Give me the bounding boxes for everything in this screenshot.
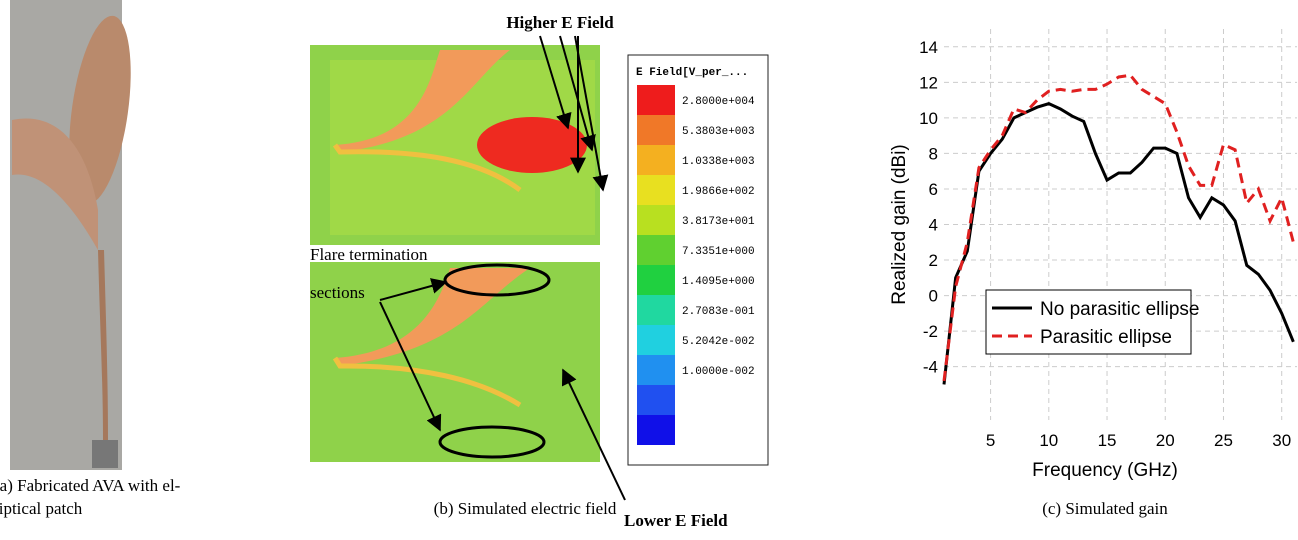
legend-label: Parasitic ellipse xyxy=(1040,327,1172,348)
colorbar-label: 5.2042e-002 xyxy=(682,336,755,348)
y-tick-label: 12 xyxy=(919,73,938,92)
x-tick-label: 20 xyxy=(1156,431,1175,450)
x-axis-label: Frequency (GHz) xyxy=(1032,460,1178,481)
colorbar-label: 5.3803e+003 xyxy=(682,126,755,138)
colorbar-title: E Field[V_per_... xyxy=(636,67,748,79)
y-tick-label: -4 xyxy=(923,358,938,377)
legend-label: No parasitic ellipse xyxy=(1040,299,1199,320)
colorbar-label: 3.8173e+001 xyxy=(682,216,755,228)
colorbar-label: 1.0000e-002 xyxy=(682,366,755,378)
annotation: Higher E Field xyxy=(506,13,614,32)
y-axis-label: Realized gain (dBi) xyxy=(889,144,910,305)
annotation: Lower E Field xyxy=(624,511,728,530)
y-tick-label: 14 xyxy=(919,38,938,57)
x-tick-label: 25 xyxy=(1214,431,1233,450)
y-tick-label: 0 xyxy=(929,287,938,306)
y-tick-label: 2 xyxy=(929,251,938,270)
annotation: Flare termination xyxy=(310,245,428,264)
gain-chart: -4 -2 0 2 4 6 8 10 12 14 5 10 15 20 25 30 Frequency (GHz… xyxy=(889,29,1297,481)
colorbar-label: 2.7083e-001 xyxy=(682,306,755,318)
antenna-photo xyxy=(10,0,141,470)
x-tick-label: 30 xyxy=(1272,431,1291,450)
y-tick-label: 4 xyxy=(929,216,938,235)
colorbar-label: 1.4095e+000 xyxy=(682,276,755,288)
field-map-top xyxy=(310,45,600,245)
colorbar-label: 7.3351e+000 xyxy=(682,246,755,258)
colorbar-label: 1.9866e+002 xyxy=(682,186,755,198)
caption: (c) Simulated gain xyxy=(1042,499,1168,518)
x-tick-label: 5 xyxy=(986,431,995,450)
annotation: sections xyxy=(310,283,365,302)
y-tick-label: 6 xyxy=(929,180,938,199)
x-tick-label: 15 xyxy=(1098,431,1117,450)
y-tick-label: 10 xyxy=(919,109,938,128)
caption: liptical patch xyxy=(0,499,83,518)
caption: (b) Simulated electric field xyxy=(434,499,617,518)
colorbar-label: 2.8000e+004 xyxy=(682,96,755,108)
x-tick-label: 10 xyxy=(1039,431,1058,450)
caption: (a) Fabricated AVA with el- xyxy=(0,476,181,495)
y-tick-label: 8 xyxy=(929,144,938,163)
y-tick-label: -2 xyxy=(923,322,938,341)
colorbar xyxy=(628,55,768,465)
figure: (a) Fabricated AVA with el- liptical pat… xyxy=(0,0,1298,540)
colorbar-label: 1.0338e+003 xyxy=(682,156,755,168)
